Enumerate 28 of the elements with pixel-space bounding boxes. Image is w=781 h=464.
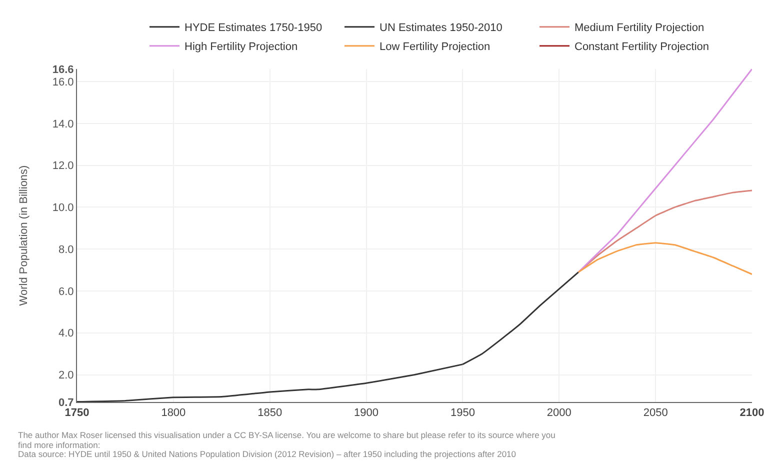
y-axis-title: World Population (in Billions) bbox=[18, 165, 30, 306]
y-tick-label: 6.0 bbox=[58, 286, 74, 298]
y-tick-label: 16.6 bbox=[52, 64, 74, 76]
legend-label: UN Estimates 1950-2010 bbox=[380, 22, 502, 34]
y-tick-label: 16.0 bbox=[52, 76, 74, 88]
source-note: Data source: HYDE until 1950 & United Nations Population Division (2012 Revision) – after 1950 including the projections after 2010 bbox=[18, 449, 516, 459]
x-tick-label: 1850 bbox=[258, 407, 282, 420]
x-tick-label: 2100 bbox=[740, 407, 764, 420]
legend-label: Constant Fertility Projection bbox=[574, 41, 709, 54]
text: find more information: bbox=[18, 440, 100, 450]
y-tick-label: 8.0 bbox=[58, 244, 74, 256]
y-tick-label: 0.7 bbox=[58, 396, 74, 409]
y-tick-label: 12.0 bbox=[52, 160, 74, 172]
x-tick-label: 1900 bbox=[354, 407, 379, 420]
x-tick-label: 1950 bbox=[450, 407, 475, 420]
x-tick-label: 2050 bbox=[643, 407, 668, 420]
x-tick-label: 2000 bbox=[546, 407, 572, 420]
y-tick-label: 14.0 bbox=[52, 118, 74, 130]
legend-label: Medium Fertility Projection bbox=[574, 22, 704, 34]
legend-label: High Fertility Projection bbox=[184, 41, 298, 54]
x-tick-label: 1800 bbox=[161, 407, 186, 420]
y-tick-label: 10.0 bbox=[52, 202, 74, 214]
legend-label: HYDE Estimates 1750-1950 bbox=[184, 22, 322, 34]
text: The author Max Roser licensed this visualisation under a CC BY-SA license. You are welcome to share but please refer to its source where you bbox=[18, 430, 556, 440]
legend-label: Low Fertility Projection bbox=[380, 41, 490, 54]
y-tick-label: 2.0 bbox=[58, 370, 74, 382]
x-tick-label: 1750 bbox=[64, 407, 90, 420]
y-tick-label: 4.0 bbox=[58, 328, 74, 340]
